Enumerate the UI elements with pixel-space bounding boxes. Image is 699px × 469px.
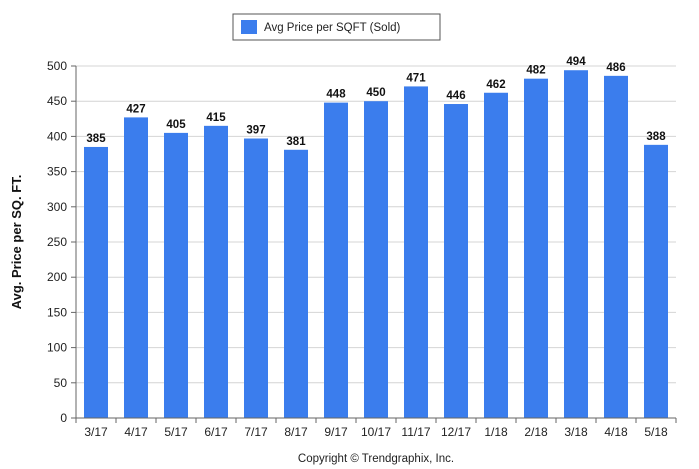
bar bbox=[644, 144, 668, 418]
legend: Avg Price per SQFT (Sold) bbox=[232, 13, 441, 41]
y-tick-label: 300 bbox=[47, 200, 67, 214]
bar bbox=[124, 117, 148, 418]
data-label: 482 bbox=[526, 65, 545, 77]
data-label: 427 bbox=[126, 103, 145, 115]
data-label: 494 bbox=[566, 56, 586, 68]
data-label: 388 bbox=[646, 131, 666, 143]
x-tick-label: 12/17 bbox=[441, 425, 471, 439]
bar bbox=[324, 102, 348, 418]
y-axis: 0 50 100 150 200 250 300 350 400 450 500 bbox=[47, 59, 77, 425]
data-label: 405 bbox=[166, 119, 186, 131]
y-tick-label: 50 bbox=[54, 376, 68, 390]
data-label: 486 bbox=[606, 62, 625, 74]
x-tick-label: 4/18 bbox=[604, 425, 628, 439]
data-label: 448 bbox=[326, 89, 346, 101]
legend-series-label: Avg Price per SQFT (Sold) bbox=[264, 22, 401, 34]
bar bbox=[444, 104, 468, 419]
x-tick-label: 8/17 bbox=[284, 425, 308, 439]
bar bbox=[204, 125, 228, 418]
bar bbox=[524, 78, 548, 418]
y-axis-label: Avg. Price per SQ. FT. bbox=[9, 175, 24, 310]
x-tick-label: 7/17 bbox=[244, 425, 268, 439]
legend-box bbox=[232, 13, 441, 41]
data-label: 462 bbox=[486, 79, 505, 91]
x-tick-label: 4/17 bbox=[124, 425, 148, 439]
y-tick-label: 100 bbox=[47, 341, 67, 355]
bar bbox=[364, 101, 388, 418]
data-label: 471 bbox=[406, 72, 426, 84]
x-tick-label: 6/17 bbox=[204, 425, 228, 439]
y-tick-label: 150 bbox=[47, 305, 67, 319]
data-label: 397 bbox=[246, 125, 265, 137]
data-label: 450 bbox=[366, 87, 385, 99]
bar bbox=[404, 86, 428, 418]
x-tick-label: 9/17 bbox=[324, 425, 348, 439]
data-label: 446 bbox=[446, 90, 465, 102]
y-tick-label: 400 bbox=[47, 129, 67, 143]
bar bbox=[604, 75, 628, 418]
y-tick-label: 250 bbox=[47, 235, 67, 249]
x-axis: 3/17 4/17 5/17 6/17 7/17 8/17 9/17 10/17 11/17 12… bbox=[75, 417, 677, 439]
bar bbox=[164, 132, 188, 418]
x-tick-label: 5/17 bbox=[164, 425, 188, 439]
bar bbox=[564, 70, 588, 418]
y-tick-label: 500 bbox=[47, 59, 67, 73]
legend-swatch bbox=[241, 20, 257, 34]
data-label: 381 bbox=[286, 136, 306, 148]
bar bbox=[84, 146, 108, 418]
bar bbox=[484, 92, 508, 418]
x-tick-label: 5/18 bbox=[644, 425, 668, 439]
x-tick-label: 3/18 bbox=[564, 425, 588, 439]
copyright-text: Copyright © Trendgraphix, Inc. bbox=[298, 453, 454, 465]
y-tick-label: 200 bbox=[47, 270, 67, 284]
x-tick-label: 3/17 bbox=[84, 425, 108, 439]
x-tick-label: 2/18 bbox=[524, 425, 548, 439]
bars bbox=[84, 70, 668, 419]
y-tick-label: 450 bbox=[47, 94, 67, 108]
x-tick-label: 11/17 bbox=[401, 425, 430, 439]
data-label: 415 bbox=[206, 112, 226, 124]
y-tick-label: 0 bbox=[60, 411, 67, 425]
x-tick-label: 1/18 bbox=[484, 425, 508, 439]
x-tick-label: 10/17 bbox=[361, 425, 391, 439]
bar bbox=[284, 149, 308, 418]
data-labels: 385 427 405 415 397 381 448 450 471 446 462 482 494 4… bbox=[86, 56, 666, 148]
y-tick-label: 350 bbox=[47, 165, 67, 179]
data-label: 385 bbox=[86, 133, 106, 145]
bar bbox=[244, 138, 268, 418]
